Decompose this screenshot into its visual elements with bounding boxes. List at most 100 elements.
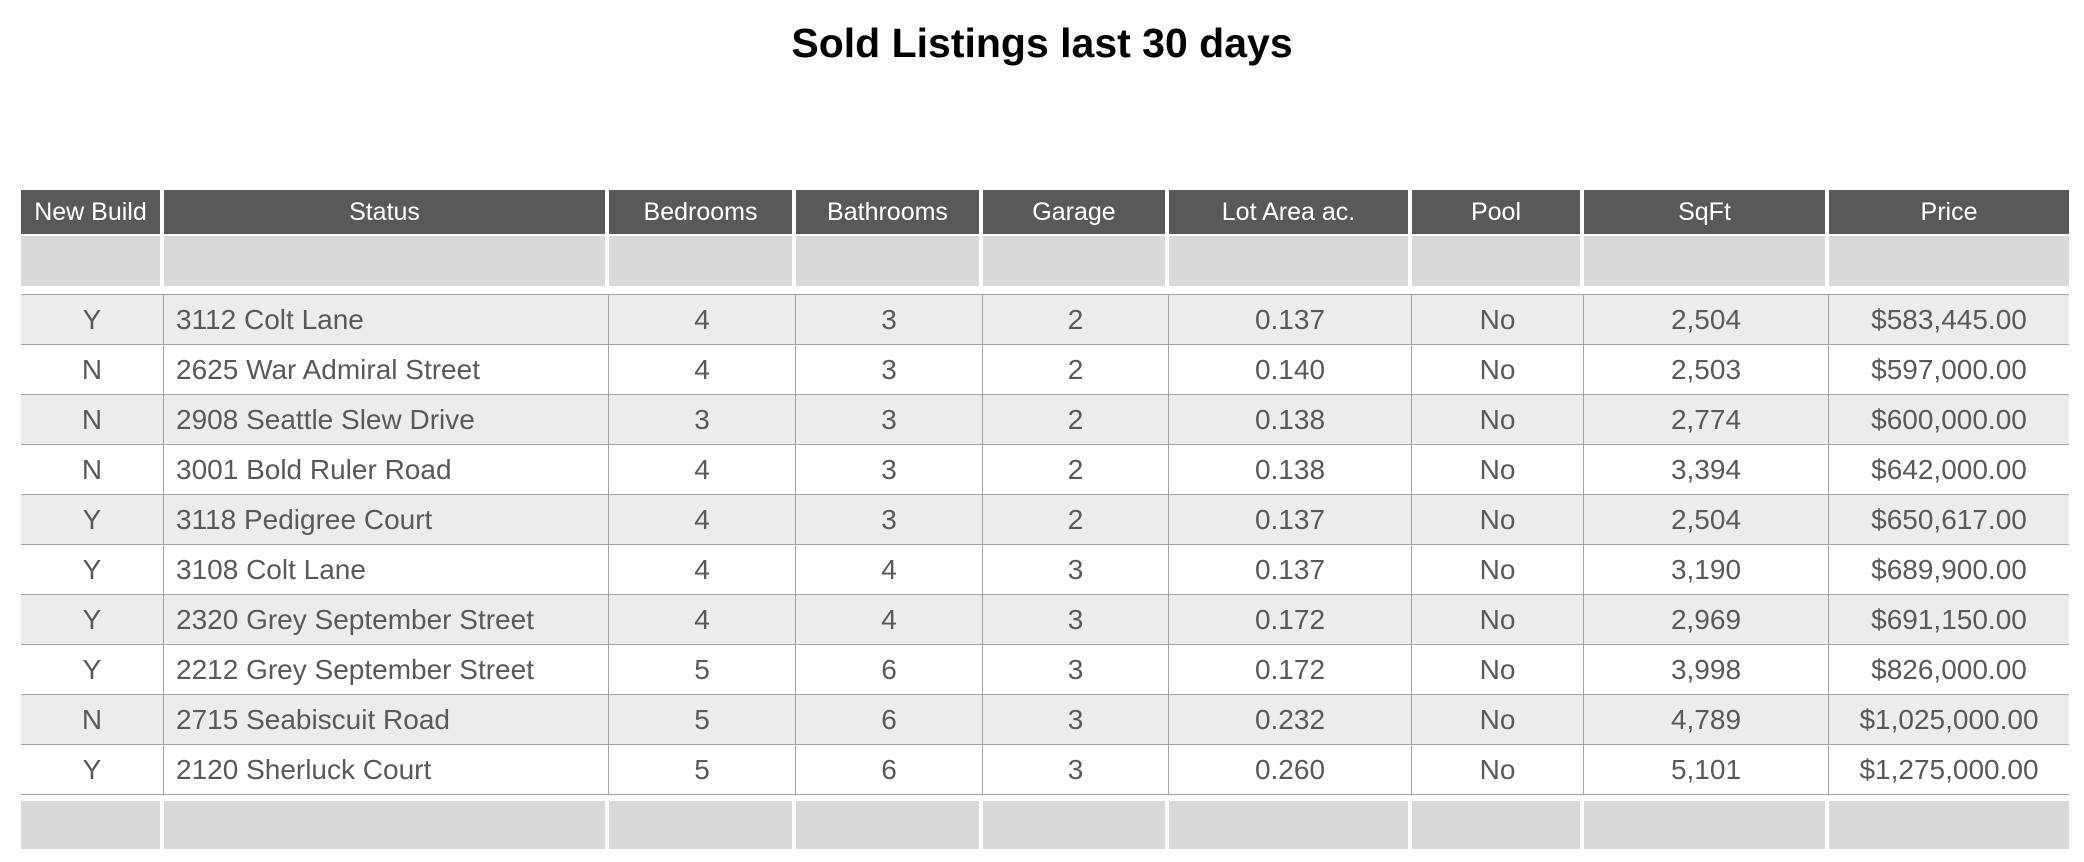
cell-bedrooms[interactable]: 3 (609, 395, 796, 444)
cell-price[interactable]: $1,275,000.00 (1829, 745, 2069, 794)
cell-garage[interactable]: 3 (983, 645, 1169, 694)
cell-pool[interactable]: No (1412, 745, 1584, 794)
cell-bedrooms[interactable]: 5 (609, 695, 796, 744)
cell-price[interactable]: $689,900.00 (1829, 545, 2069, 594)
cell-bathrooms[interactable]: 4 (796, 595, 983, 644)
cell-garage[interactable]: 2 (983, 295, 1169, 344)
cell-price[interactable]: $583,445.00 (1829, 295, 2069, 344)
cell-bathrooms[interactable]: 3 (796, 345, 983, 394)
cell-price[interactable]: $691,150.00 (1829, 595, 2069, 644)
cell-garage[interactable]: 2 (983, 395, 1169, 444)
cell-new-build[interactable]: Y (21, 645, 164, 694)
cell-sqft[interactable]: 5,101 (1584, 745, 1829, 794)
cell-pool[interactable]: No (1412, 445, 1584, 494)
cell-status[interactable]: 2120 Sherluck Court (164, 745, 609, 794)
cell-status[interactable]: 3112 Colt Lane (164, 295, 609, 344)
cell-bedrooms[interactable]: 4 (609, 595, 796, 644)
cell-bathrooms[interactable]: 3 (796, 395, 983, 444)
cell-sqft[interactable]: 3,394 (1584, 445, 1829, 494)
cell-price[interactable]: $597,000.00 (1829, 345, 2069, 394)
cell-pool[interactable]: No (1412, 295, 1584, 344)
cell-price[interactable]: $642,000.00 (1829, 445, 2069, 494)
cell-sqft[interactable]: 2,504 (1584, 295, 1829, 344)
cell-bedrooms[interactable]: 5 (609, 745, 796, 794)
cell-bedrooms[interactable]: 5 (609, 645, 796, 694)
cell-new-build[interactable]: Y (21, 745, 164, 794)
cell-pool[interactable]: No (1412, 345, 1584, 394)
cell-new-build[interactable]: N (21, 395, 164, 444)
cell-price[interactable]: $1,025,000.00 (1829, 695, 2069, 744)
cell-sqft[interactable]: 3,998 (1584, 645, 1829, 694)
cell-pool[interactable]: No (1412, 495, 1584, 544)
cell-price[interactable]: $826,000.00 (1829, 645, 2069, 694)
cell-status[interactable]: 2715 Seabiscuit Road (164, 695, 609, 744)
cell-bathrooms[interactable]: 4 (796, 545, 983, 594)
cell-lot-area[interactable]: 0.172 (1169, 595, 1412, 644)
table-row: N 2625 War Admiral Street 4 3 2 0.140 No… (21, 344, 2069, 394)
column-header-pool[interactable]: Pool (1412, 190, 1584, 234)
cell-garage[interactable]: 2 (983, 345, 1169, 394)
cell-price[interactable]: $650,617.00 (1829, 495, 2069, 544)
cell-status[interactable]: 2908 Seattle Slew Drive (164, 395, 609, 444)
cell-new-build[interactable]: N (21, 345, 164, 394)
cell-pool[interactable]: No (1412, 645, 1584, 694)
column-header-sqft[interactable]: SqFt (1584, 190, 1829, 234)
cell-lot-area[interactable]: 0.260 (1169, 745, 1412, 794)
column-header-bathrooms[interactable]: Bathrooms (796, 190, 983, 234)
cell-sqft[interactable]: 2,969 (1584, 595, 1829, 644)
cell-lot-area[interactable]: 0.137 (1169, 495, 1412, 544)
cell-lot-area[interactable]: 0.172 (1169, 645, 1412, 694)
cell-status[interactable]: 3108 Colt Lane (164, 545, 609, 594)
column-header-lot-area[interactable]: Lot Area ac. (1169, 190, 1412, 234)
cell-new-build[interactable]: Y (21, 595, 164, 644)
cell-new-build[interactable]: N (21, 695, 164, 744)
cell-pool[interactable]: No (1412, 395, 1584, 444)
cell-bedrooms[interactable]: 4 (609, 295, 796, 344)
column-header-garage[interactable]: Garage (983, 190, 1169, 234)
cell-new-build[interactable]: Y (21, 295, 164, 344)
cell-new-build[interactable]: Y (21, 495, 164, 544)
cell-status[interactable]: 2212 Grey September Street (164, 645, 609, 694)
cell-bathrooms[interactable]: 3 (796, 445, 983, 494)
cell-bathrooms[interactable]: 3 (796, 295, 983, 344)
cell-lot-area[interactable]: 0.138 (1169, 395, 1412, 444)
cell-garage[interactable]: 3 (983, 745, 1169, 794)
cell-garage[interactable]: 3 (983, 695, 1169, 744)
cell-sqft[interactable]: 4,789 (1584, 695, 1829, 744)
cell-bathrooms[interactable]: 6 (796, 645, 983, 694)
cell-status[interactable]: 2320 Grey September Street (164, 595, 609, 644)
cell-sqft[interactable]: 3,190 (1584, 545, 1829, 594)
cell-status[interactable]: 3118 Pedigree Court (164, 495, 609, 544)
cell-garage[interactable]: 3 (983, 595, 1169, 644)
cell-sqft[interactable]: 2,504 (1584, 495, 1829, 544)
cell-garage[interactable]: 2 (983, 445, 1169, 494)
cell-lot-area[interactable]: 0.137 (1169, 545, 1412, 594)
column-header-status[interactable]: Status (164, 190, 609, 234)
cell-pool[interactable]: No (1412, 695, 1584, 744)
cell-new-build[interactable]: N (21, 445, 164, 494)
cell-bedrooms[interactable]: 4 (609, 345, 796, 394)
cell-pool[interactable]: No (1412, 595, 1584, 644)
cell-garage[interactable]: 2 (983, 495, 1169, 544)
column-header-bedrooms[interactable]: Bedrooms (609, 190, 796, 234)
cell-status[interactable]: 2625 War Admiral Street (164, 345, 609, 394)
cell-lot-area[interactable]: 0.137 (1169, 295, 1412, 344)
cell-bedrooms[interactable]: 4 (609, 445, 796, 494)
cell-bathrooms[interactable]: 6 (796, 745, 983, 794)
cell-price[interactable]: $600,000.00 (1829, 395, 2069, 444)
cell-bedrooms[interactable]: 4 (609, 545, 796, 594)
cell-bedrooms[interactable]: 4 (609, 495, 796, 544)
cell-lot-area[interactable]: 0.138 (1169, 445, 1412, 494)
column-header-new-build[interactable]: New Build (21, 190, 164, 234)
cell-lot-area[interactable]: 0.140 (1169, 345, 1412, 394)
column-header-price[interactable]: Price (1829, 190, 2069, 234)
cell-lot-area[interactable]: 0.232 (1169, 695, 1412, 744)
cell-status[interactable]: 3001 Bold Ruler Road (164, 445, 609, 494)
cell-sqft[interactable]: 2,774 (1584, 395, 1829, 444)
cell-sqft[interactable]: 2,503 (1584, 345, 1829, 394)
cell-garage[interactable]: 3 (983, 545, 1169, 594)
cell-pool[interactable]: No (1412, 545, 1584, 594)
cell-bathrooms[interactable]: 3 (796, 495, 983, 544)
cell-new-build[interactable]: Y (21, 545, 164, 594)
cell-bathrooms[interactable]: 6 (796, 695, 983, 744)
